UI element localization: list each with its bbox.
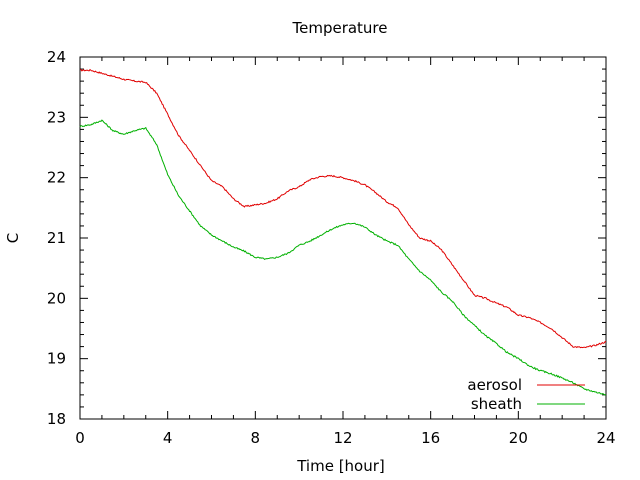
x-tick-label: 16	[421, 429, 440, 447]
y-tick-label: 19	[47, 350, 66, 368]
y-tick-label: 23	[47, 108, 66, 126]
y-tick-label: 21	[47, 229, 66, 247]
x-tick-label: 20	[509, 429, 528, 447]
y-axis-label: C	[4, 233, 22, 243]
chart-title: Temperature	[291, 19, 387, 37]
x-tick-label: 12	[333, 429, 352, 447]
series-line-sheath	[79, 119, 607, 396]
x-tick-label: 24	[596, 429, 615, 447]
y-tick-label: 22	[47, 169, 66, 187]
y-tick-label: 24	[47, 48, 66, 66]
x-tick-label: 4	[163, 429, 173, 447]
series-line-aerosol	[79, 68, 607, 349]
legend-label-sheath: sheath	[471, 395, 522, 413]
x-tick-label: 0	[75, 429, 85, 447]
y-tick-label: 18	[47, 410, 66, 428]
legend-label-aerosol: aerosol	[467, 376, 522, 394]
y-tick-label: 20	[47, 289, 66, 307]
x-tick-label: 8	[251, 429, 261, 447]
x-axis-label: Time [hour]	[296, 457, 385, 475]
